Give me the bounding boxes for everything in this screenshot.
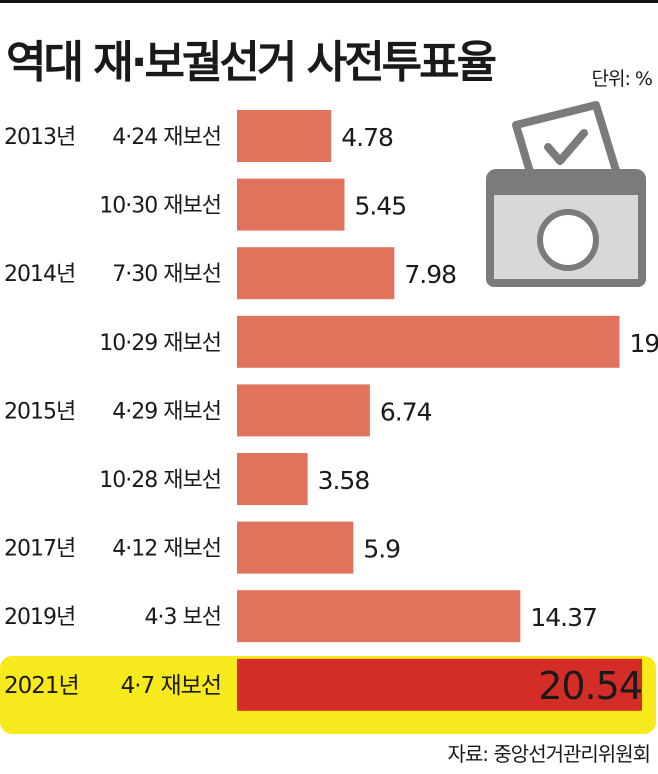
bar-1: [237, 178, 345, 231]
category-label-2: 7·30 재보선: [112, 262, 221, 287]
bar-7: [237, 590, 521, 643]
category-label-4: 4·29 재보선: [112, 399, 221, 424]
year-label-4: 2015년: [4, 399, 75, 424]
bar-4: [237, 384, 370, 437]
category-label-3: 10·29 재보선: [99, 331, 221, 356]
year-label-7: 2019년: [4, 605, 75, 630]
value-label-2: 7.98: [404, 260, 456, 289]
source-note: 자료: 중앙선거관리위원회: [447, 742, 651, 766]
chart-title: 역대 재·보궐선거 사전투표율: [6, 37, 497, 88]
bar-2: [237, 247, 395, 300]
bar-3: [237, 315, 620, 368]
category-label-8: 4·7 재보선: [121, 673, 221, 699]
bar-5: [237, 453, 308, 505]
category-label-7: 4·3 보선: [145, 605, 221, 630]
bar-6: [237, 521, 354, 574]
value-label-8: 20.54: [538, 664, 642, 708]
value-label-3: 19.4: [630, 329, 658, 358]
value-label-1: 5.45: [354, 192, 406, 221]
category-label-0: 4·24 재보선: [112, 125, 221, 150]
ballot-box-icon: [486, 101, 646, 287]
value-label-4: 6.74: [380, 397, 432, 426]
value-label-7: 14.37: [530, 603, 597, 632]
year-label-8: 2021년: [4, 673, 79, 699]
value-label-5: 3.58: [318, 466, 370, 495]
category-label-1: 10·30 재보선: [99, 194, 221, 219]
category-label-5: 10·28 재보선: [99, 468, 221, 493]
bar-0: [237, 110, 332, 162]
value-label-0: 4.78: [341, 123, 393, 152]
unit-label: 단위: %: [591, 68, 653, 90]
year-label-0: 2013년: [4, 125, 75, 150]
top-rule: [0, 0, 658, 3]
year-label-6: 2017년: [4, 537, 75, 562]
bar-8: [237, 658, 643, 711]
category-label-6: 4·12 재보선: [112, 537, 221, 562]
value-label-6: 5.9: [363, 535, 400, 564]
year-label-2: 2014년: [4, 262, 75, 287]
